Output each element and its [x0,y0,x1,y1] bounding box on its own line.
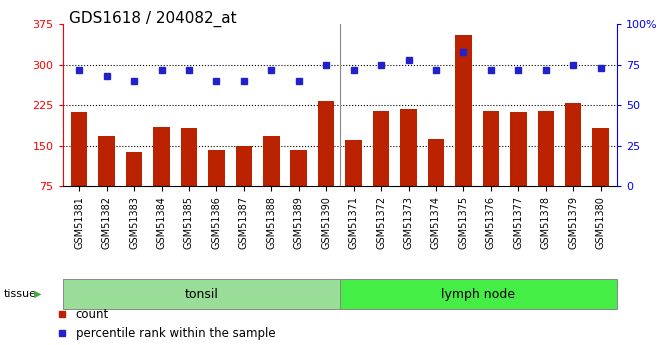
Bar [208,149,224,186]
Text: count: count [76,308,109,321]
Bar [98,136,115,186]
Bar [537,111,554,186]
Text: percentile rank within the sample: percentile rank within the sample [76,327,275,340]
Bar [71,112,87,186]
Bar [455,35,472,186]
Bar [153,127,170,186]
Bar [428,139,444,186]
Bar [510,112,527,186]
Text: lymph node: lymph node [442,288,515,300]
Bar [236,146,252,186]
Text: tonsil: tonsil [184,288,218,300]
Bar [181,128,197,186]
Bar [290,150,307,186]
Bar [263,136,280,186]
Bar [400,109,416,186]
Bar [63,279,340,309]
Bar [126,152,143,186]
Bar [318,101,335,186]
Bar [482,111,499,186]
Bar [345,140,362,186]
Bar [340,279,617,309]
Text: tissue: tissue [3,289,36,299]
Text: ▶: ▶ [34,289,42,299]
Text: GDS1618 / 204082_at: GDS1618 / 204082_at [69,10,237,27]
Bar [373,111,389,186]
Bar [565,102,581,186]
Bar [593,128,609,186]
